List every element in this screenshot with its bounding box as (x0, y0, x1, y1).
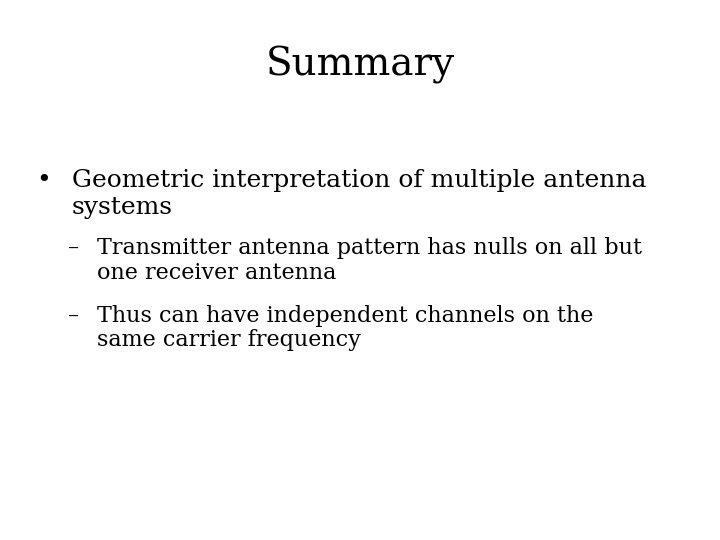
Text: one receiver antenna: one receiver antenna (97, 262, 336, 284)
Text: same carrier frequency: same carrier frequency (97, 329, 361, 351)
Text: Geometric interpretation of multiple antenna: Geometric interpretation of multiple ant… (72, 170, 647, 192)
Text: –: – (68, 305, 86, 327)
Text: systems: systems (72, 197, 173, 219)
Text: Summary: Summary (266, 46, 454, 84)
Text: Thus can have independent channels on the: Thus can have independent channels on th… (97, 305, 593, 327)
Text: •: • (36, 170, 50, 192)
Text: –: – (68, 238, 86, 259)
Text: Transmitter antenna pattern has nulls on all but: Transmitter antenna pattern has nulls on… (97, 238, 642, 259)
